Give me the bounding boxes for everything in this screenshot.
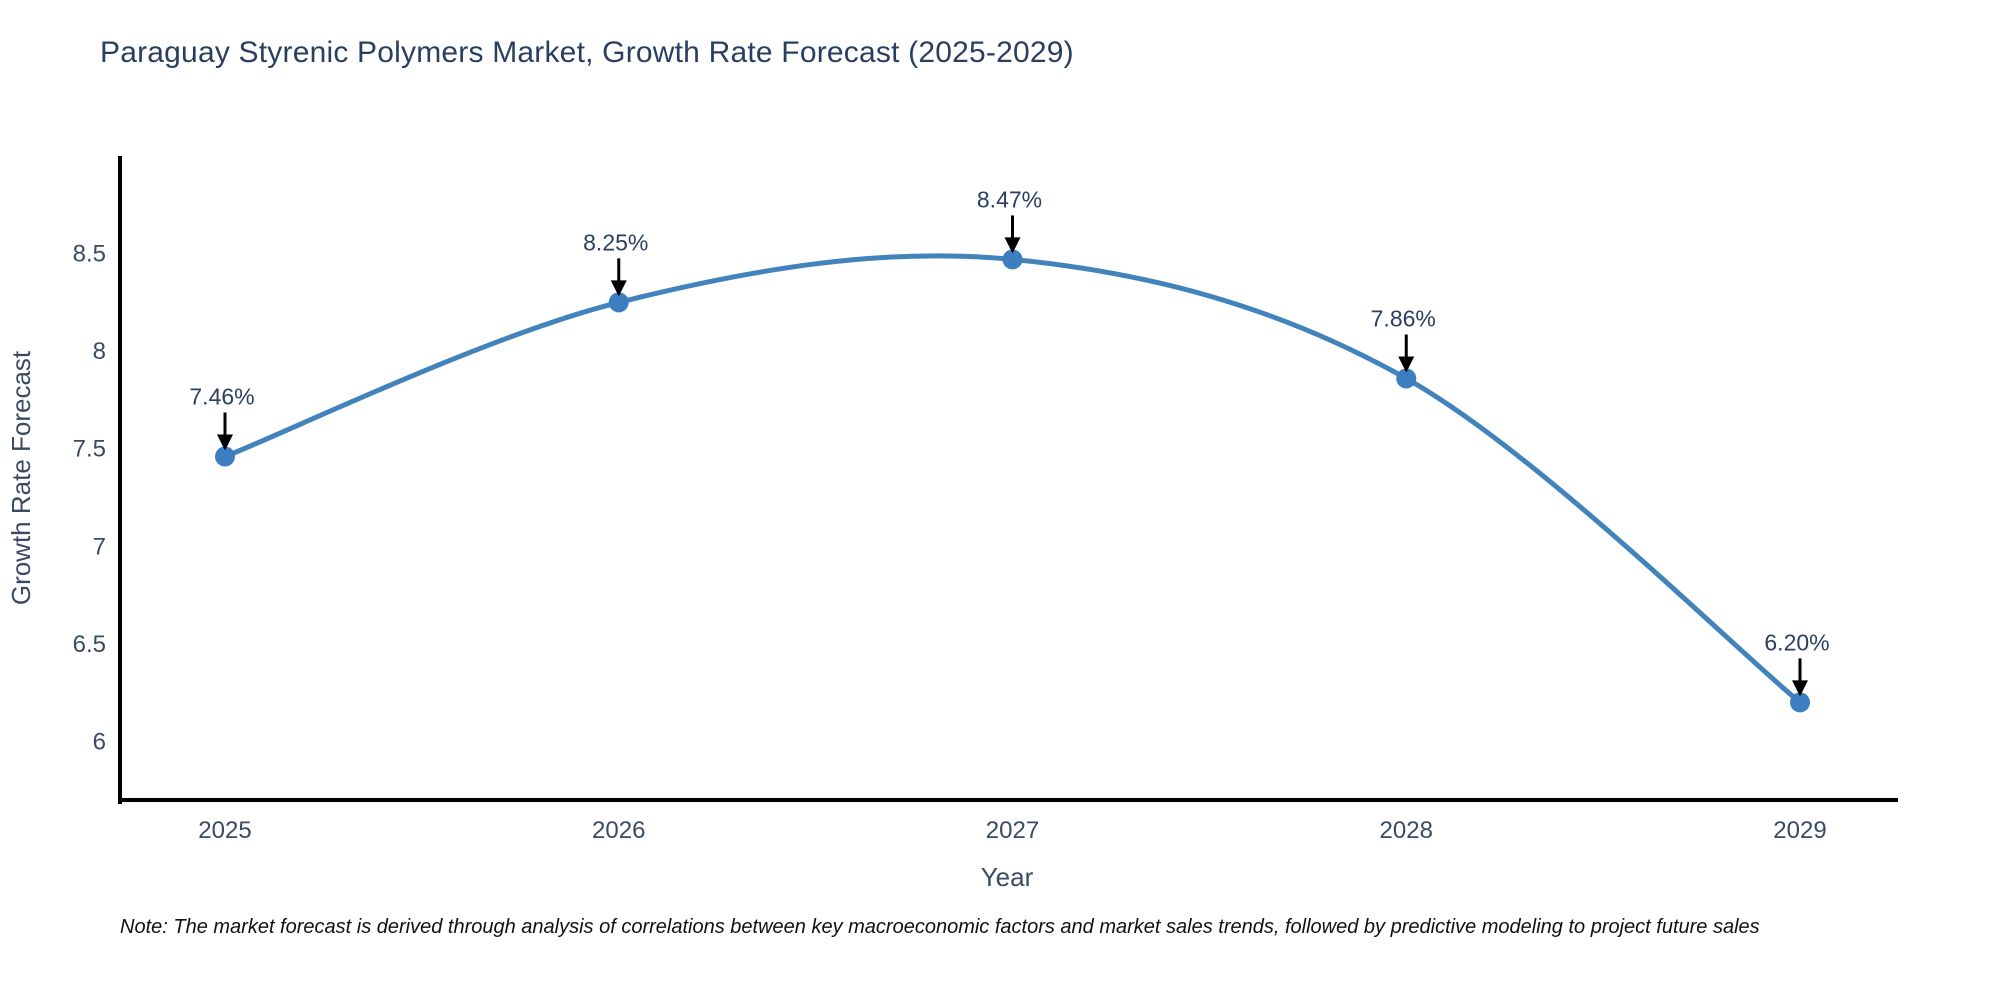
x-tick-label: 2028 (1380, 817, 1433, 844)
y-tick-label: 8 (93, 338, 106, 365)
annotation-label-2028: 7.86% (1371, 305, 1436, 331)
forecast-trend-line (224, 253, 1802, 705)
x-tick-label: 2026 (592, 817, 645, 844)
annotation-arrowhead-2028 (1398, 356, 1415, 373)
annotation-label-2026: 8.25% (583, 229, 648, 255)
annotation-label-2025: 7.46% (189, 384, 254, 410)
annotation-label-2027: 8.47% (977, 186, 1042, 212)
annotation-arrowhead-2026 (610, 280, 627, 297)
x-tick-label: 2029 (1773, 817, 1826, 844)
forecast-methodology-note: Note: The market forecast is derived thr… (120, 916, 1760, 938)
data-point-2028[interactable] (1396, 368, 1417, 389)
data-point-2029[interactable] (1790, 692, 1810, 713)
y-tick-label: 7 (93, 533, 106, 560)
annotation-arrowhead-2029 (1792, 680, 1808, 697)
x-axis-line (118, 798, 1898, 802)
x-tick-label: 2025 (198, 817, 251, 844)
y-tick-label: 6.5 (73, 631, 106, 658)
y-tick-label: 6 (93, 728, 106, 755)
y-tick-label: 7.5 (73, 436, 106, 463)
annotation-label-2029: 6.20% (1764, 629, 1829, 655)
y-axis-title: Growth Rate Forecast (6, 350, 36, 605)
annotation-arrowhead-2027 (1004, 237, 1021, 254)
data-point-2027[interactable] (1002, 249, 1023, 270)
y-tick-label: 8.5 (73, 241, 106, 268)
x-axis-title: Year (981, 862, 1034, 892)
x-tick-label: 2027 (986, 817, 1039, 844)
chart-title: Paraguay Styrenic Polymers Market, Growt… (100, 36, 1074, 69)
annotation-arrowhead-2025 (217, 434, 233, 451)
y-axis-line (118, 156, 122, 804)
data-point-2025[interactable] (215, 446, 235, 467)
data-point-2026[interactable] (608, 292, 629, 313)
